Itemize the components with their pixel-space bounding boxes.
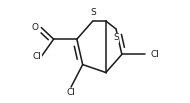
Text: Cl: Cl — [67, 88, 75, 97]
Text: S: S — [90, 8, 96, 17]
Text: Cl: Cl — [32, 52, 41, 61]
Text: Cl: Cl — [151, 50, 160, 59]
Text: O: O — [32, 23, 39, 32]
Text: S: S — [113, 33, 119, 42]
